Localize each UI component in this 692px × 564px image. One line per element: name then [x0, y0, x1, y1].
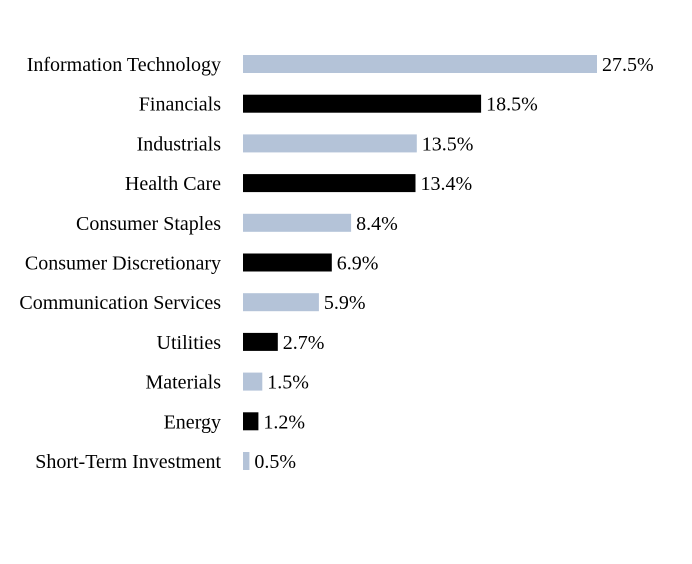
bar-utilities: [243, 332, 278, 351]
bar-financials: [243, 94, 482, 113]
bar-consumer-discretionary: [243, 253, 332, 272]
category-label-utilities: Utilities: [157, 332, 222, 354]
category-label-information-technology: Information Technology: [27, 54, 221, 76]
value-label-industrials: 13.5%: [422, 133, 474, 155]
category-label-materials: Materials: [145, 372, 221, 394]
value-label-short-term-investment: 0.5%: [254, 451, 296, 473]
bar-industrials: [243, 134, 417, 153]
bar-information-technology: [243, 55, 597, 73]
value-label-consumer-discretionary: 6.9%: [337, 253, 379, 275]
category-label-financials: Financials: [139, 94, 221, 116]
bar-energy: [243, 412, 259, 431]
bar-health-care: [243, 174, 416, 193]
value-label-materials: 1.5%: [267, 372, 309, 394]
bar-materials: [243, 372, 263, 391]
category-label-energy: Energy: [164, 411, 221, 433]
value-label-health-care: 13.4%: [421, 173, 473, 195]
bar-communication-services: [243, 293, 319, 312]
value-label-energy: 1.2%: [263, 411, 305, 433]
category-label-short-term-investment: Short-Term Investment: [35, 451, 221, 473]
value-label-utilities: 2.7%: [283, 332, 325, 354]
bar-consumer-staples: [243, 213, 352, 232]
category-label-consumer-discretionary: Consumer Discretionary: [25, 253, 221, 275]
bar-short-term-investment: [243, 452, 250, 470]
category-labels-group: Information Technology Financials Industri…: [19, 54, 221, 473]
value-label-financials: 18.5%: [486, 94, 538, 116]
value-label-communication-services: 5.9%: [324, 292, 366, 314]
category-label-consumer-staples: Consumer Staples: [76, 213, 221, 235]
value-labels-group: 27.5% 18.5% 13.5% 13.4% 8.4% 6.9% 5.9% 2.7% 1.5%…: [254, 54, 653, 473]
value-label-consumer-staples: 8.4%: [356, 213, 398, 235]
category-label-communication-services: Communication Services: [19, 292, 221, 314]
category-label-industrials: Industrials: [137, 133, 222, 155]
bars-group: [243, 55, 597, 470]
category-label-health-care: Health Care: [125, 173, 221, 195]
value-label-information-technology: 27.5%: [602, 54, 654, 76]
